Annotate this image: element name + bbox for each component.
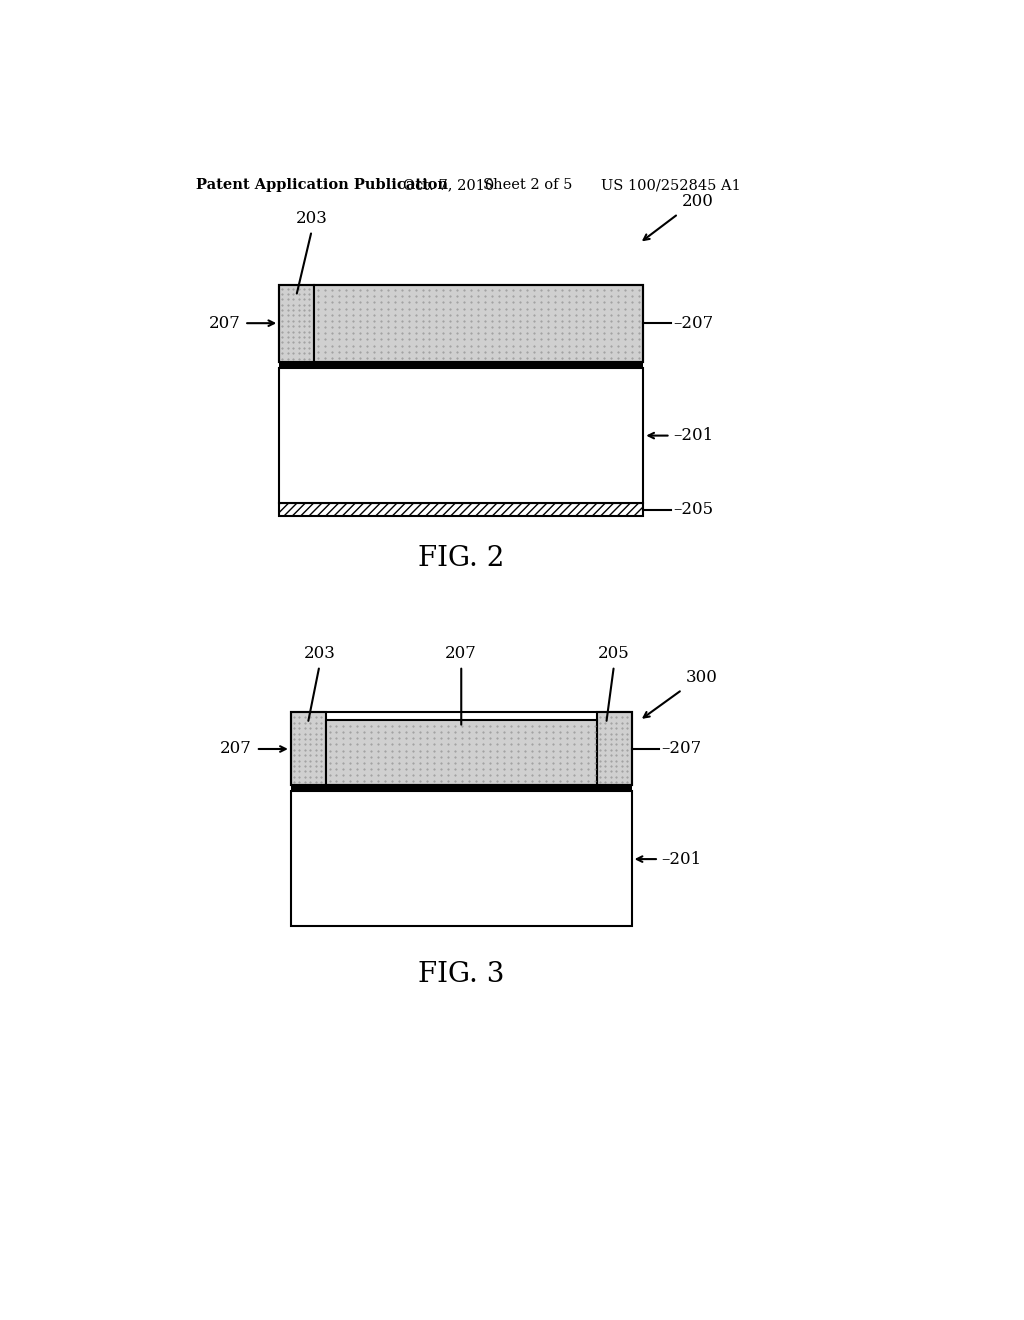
Text: Patent Application Publication: Patent Application Publication — [197, 178, 449, 193]
Text: –205: –205 — [673, 502, 713, 517]
Text: FIG. 3: FIG. 3 — [418, 961, 505, 989]
Bar — [291, 792, 632, 927]
Text: US 100/252845 A1: US 100/252845 A1 — [601, 178, 740, 193]
Bar — [291, 711, 632, 785]
Text: 205: 205 — [598, 645, 630, 663]
Text: 203: 203 — [296, 210, 328, 227]
Bar — [280, 285, 314, 362]
Text: 207: 207 — [445, 645, 477, 663]
Text: Sheet 2 of 5: Sheet 2 of 5 — [483, 178, 572, 193]
Bar — [280, 503, 643, 516]
Text: 207: 207 — [220, 741, 252, 758]
Text: 300: 300 — [686, 669, 718, 686]
Text: FIG. 2: FIG. 2 — [418, 545, 505, 573]
Bar — [291, 785, 632, 792]
Bar — [291, 711, 326, 785]
Text: 207: 207 — [209, 314, 241, 331]
Bar — [280, 362, 643, 368]
Bar — [597, 711, 632, 785]
Text: –201: –201 — [662, 850, 701, 867]
Bar — [280, 285, 643, 362]
Text: Oct. 7, 2010: Oct. 7, 2010 — [403, 178, 495, 193]
Bar — [280, 368, 643, 503]
Bar — [326, 719, 597, 785]
Bar — [314, 285, 643, 362]
Text: –201: –201 — [673, 428, 713, 444]
Text: –207: –207 — [673, 314, 713, 331]
Text: –207: –207 — [662, 741, 701, 758]
Text: 203: 203 — [303, 645, 336, 663]
Text: 200: 200 — [682, 193, 714, 210]
